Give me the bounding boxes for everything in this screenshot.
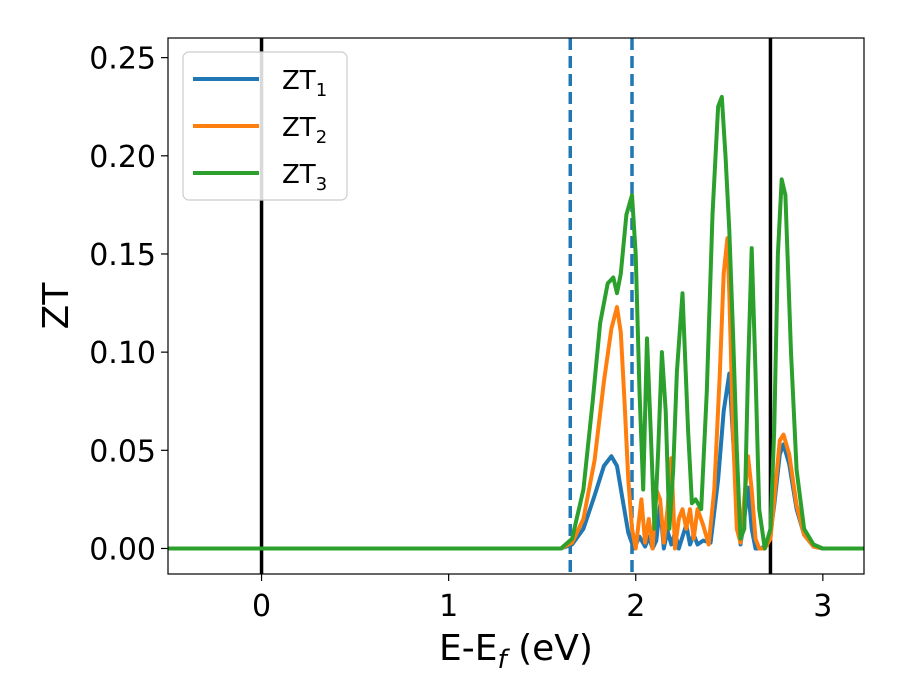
series-line-zt2 — [168, 236, 864, 551]
series-line-zt3 — [168, 94, 864, 551]
y-tick-label: 0.00 — [89, 532, 156, 567]
y-tick-label: 0.25 — [89, 42, 156, 77]
x-axis-title: E-Ef (eV) — [439, 628, 593, 675]
legend: ZT1 ZT2 ZT3 — [182, 51, 348, 201]
x-tick-label: 0 — [252, 589, 271, 624]
legend-label-zt3: ZT3 — [282, 160, 327, 195]
x-tick-label: 2 — [626, 589, 645, 624]
legend-label-zt1: ZT1 — [282, 66, 327, 101]
x-tick-label: 1 — [439, 589, 458, 624]
y-tick-label: 0.20 — [89, 140, 156, 175]
plot-frame — [167, 37, 865, 575]
y-tick-label: 0.10 — [89, 336, 156, 371]
y-tick-label: 0.05 — [89, 434, 156, 469]
y-tick-label: 0.15 — [89, 238, 156, 273]
axis-ticks: 0 1 2 3 0.00 0.05 0.10 0.15 0.20 0.25 — [89, 42, 832, 624]
legend-box — [182, 51, 348, 201]
y-axis-title: ZT — [36, 282, 77, 330]
legend-label-zt2: ZT2 — [282, 113, 327, 148]
x-tick-label: 3 — [813, 589, 832, 624]
